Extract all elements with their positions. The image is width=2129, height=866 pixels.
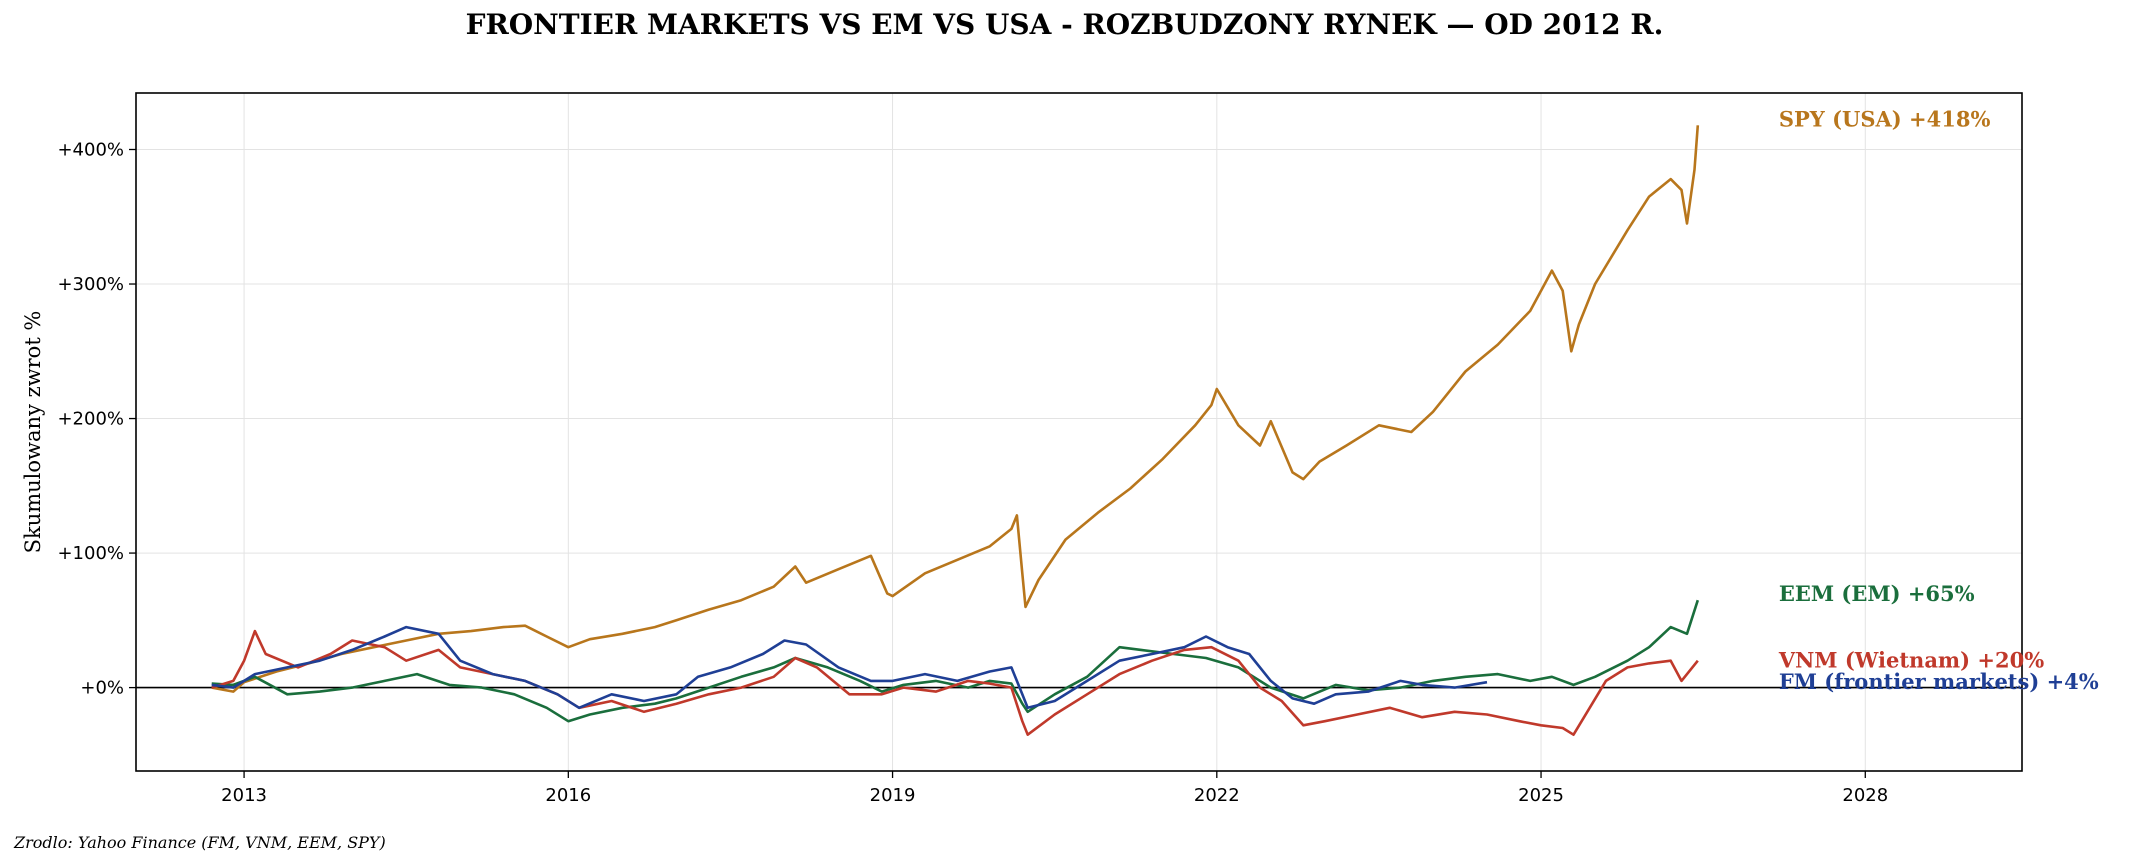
- y-tick-label: +0%: [80, 678, 124, 699]
- x-tick-label: 2019: [870, 785, 916, 806]
- series-lines: [211, 125, 1700, 736]
- y-tick-label: +300%: [57, 274, 124, 295]
- plot-frame: [135, 92, 2023, 772]
- series-line-eem-em: [211, 599, 1700, 723]
- series-label-eem-em: EEM (EM) +65%: [1779, 581, 1975, 606]
- y-axis: +0% +100% +200% +300% +400%: [57, 140, 136, 699]
- y-axis-label: Skumulowany zwrot %: [21, 311, 45, 554]
- x-tick-label: 2022: [1194, 785, 1240, 806]
- source-note: Zrodlo: Yahoo Finance (FM, VNM, EEM, SPY…: [14, 833, 386, 852]
- x-tick-label: 2028: [1842, 785, 1888, 806]
- gridlines: [136, 93, 2022, 771]
- series-label-fm-frontier-markets: FM (frontier markets) +4%: [1779, 669, 2099, 694]
- x-tick-label: 2016: [545, 785, 591, 806]
- x-tick-label: 2013: [221, 785, 267, 806]
- series-label-spy-usa: SPY (USA) +418%: [1779, 106, 1991, 131]
- x-axis: 2013 2016 2019 2022 2025 2028: [221, 771, 1888, 806]
- series-line-spy-usa: [211, 125, 1700, 693]
- y-tick-label: +200%: [57, 409, 124, 430]
- y-tick-label: +100%: [57, 543, 124, 564]
- series-label-vnm-wietnam: VNM (Wietnam) +20%: [1778, 648, 2044, 673]
- series-line-vnm-wietnam: [211, 629, 1699, 736]
- chart-title: FRONTIER MARKETS VS EM VS USA - ROZBUDZO…: [465, 8, 1664, 41]
- series-labels: SPY (USA) +418% EEM (EM) +65% VNM (Wietnam…: [1778, 106, 2099, 694]
- series-line-fm-frontier-markets: [211, 625, 1488, 710]
- x-tick-label: 2025: [1518, 785, 1564, 806]
- y-tick-label: +400%: [57, 140, 124, 161]
